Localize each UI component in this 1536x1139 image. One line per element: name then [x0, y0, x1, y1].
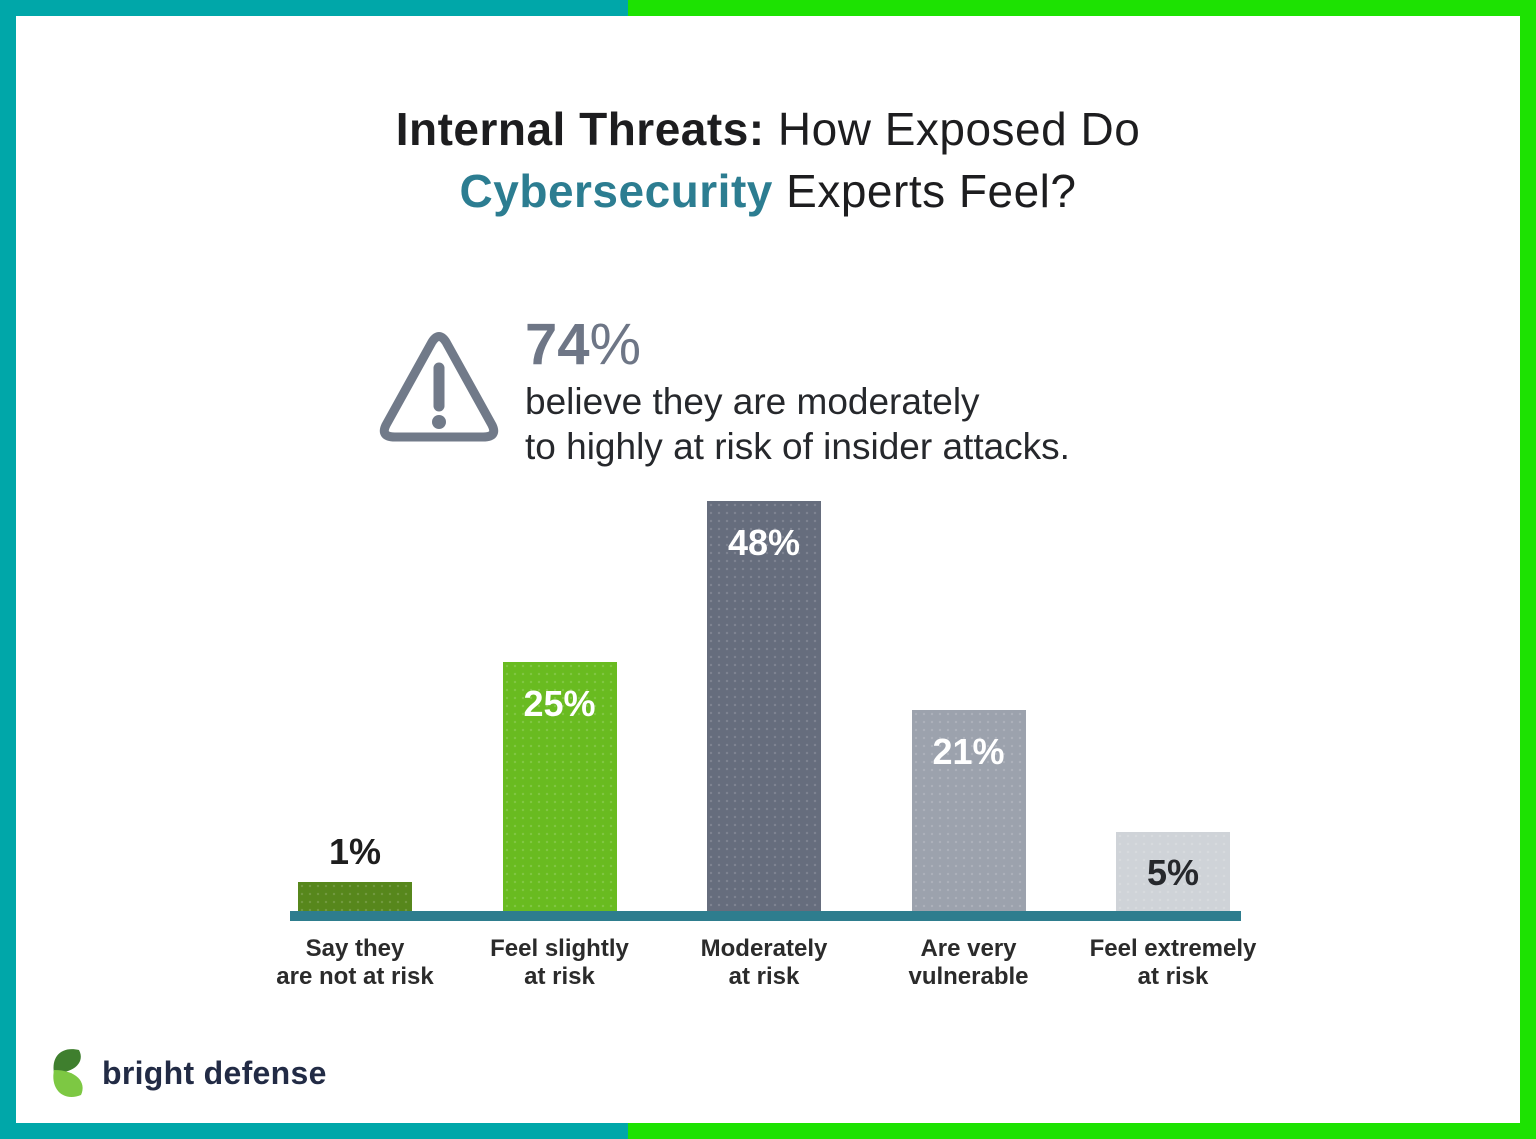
bar-category-label: Moderately at risk — [649, 935, 879, 991]
bar-group: 48% Moderately at risk — [701, 480, 827, 990]
chart-baseline-axis — [290, 911, 1241, 921]
title-bold-segment: Internal Threats: — [395, 103, 765, 155]
bar-category-label-line: Feel extremely — [1089, 935, 1257, 962]
title-regular-segment: How Exposed Do — [764, 103, 1141, 155]
page-title-line1: Internal Threats: How Exposed Do — [0, 98, 1536, 160]
page-title: Internal Threats: How Exposed Do Cyberse… — [0, 98, 1536, 222]
bar-value-label: 48% — [727, 522, 801, 563]
bar: 5% — [1116, 832, 1230, 913]
title-regular-segment2: Experts Feel? — [772, 165, 1077, 217]
bar-category-label-line: Are very — [920, 935, 1017, 962]
bar-category-label-line: Feel slightly — [490, 935, 629, 962]
bar-category-label-line: are not at risk — [276, 963, 434, 990]
bar: 48% — [707, 501, 821, 913]
bar-group: 1% Say they are not at risk — [276, 480, 433, 991]
frame-border-top-green — [628, 0, 1536, 16]
bar-group: 21% Are very vulnerable — [908, 480, 1029, 990]
bar-value-label: 1% — [328, 831, 382, 872]
stat-number: 74% — [525, 315, 1285, 375]
frame-border-bottom-green — [628, 1123, 1536, 1139]
bar: 25% — [502, 662, 617, 913]
bar-value-label: 21% — [932, 731, 1005, 772]
frame-border-bottom-teal — [0, 1123, 628, 1139]
bar-category-label-line: at risk — [728, 963, 800, 990]
bar-value-label: 5% — [1146, 851, 1200, 893]
bar-category-label: Feel slightly at risk — [445, 935, 675, 991]
stat-percent-sign: % — [589, 312, 642, 377]
frame-border-left-teal — [0, 0, 16, 1139]
brand-logo: bright defense — [50, 1044, 327, 1102]
title-accent-segment: Cybersecurity — [459, 165, 773, 217]
bar-category-label-line: vulnerable — [908, 963, 1029, 990]
bar-value-label: 25% — [523, 683, 596, 724]
brand-logo-icon — [53, 1049, 83, 1098]
bar-category-label: Say they are not at risk — [240, 935, 470, 991]
brand-logo-text: bright defense — [102, 1054, 327, 1091]
bar-category-label-line: at risk — [1137, 963, 1209, 990]
stat-description-line2: to highly at risk of insider attacks. — [525, 426, 1070, 467]
bar-category-label-line: at risk — [524, 963, 595, 990]
bar-category-label-line: Moderately — [700, 935, 828, 962]
bar-category-label: Feel extremely at risk — [1058, 935, 1288, 991]
bar-group: 5% Feel extremely at risk — [1090, 480, 1256, 990]
bar-chart: 1% Say they are not at risk 25% Feel slightl… — [276, 480, 1256, 991]
bar-category-label-line: Say they — [305, 935, 405, 962]
frame-border-right-green — [1520, 0, 1536, 1139]
bar-group: 25% Feel slightly at risk — [490, 480, 629, 990]
bar — [298, 882, 412, 913]
bar: 21% — [911, 710, 1026, 913]
stat-number-value: 74 — [525, 312, 590, 377]
frame-border-top-teal — [0, 0, 628, 16]
stat-callout-text: 74% believe they are moderately to highl… — [525, 315, 1285, 469]
stat-description: believe they are moderately to highly at… — [525, 379, 1285, 469]
stat-description-line1: believe they are moderately — [525, 381, 980, 422]
bar-category-label: Are very vulnerable — [854, 935, 1084, 991]
page-title-line2: Cybersecurity Experts Feel? — [0, 160, 1536, 222]
warning-triangle-icon — [379, 332, 499, 442]
